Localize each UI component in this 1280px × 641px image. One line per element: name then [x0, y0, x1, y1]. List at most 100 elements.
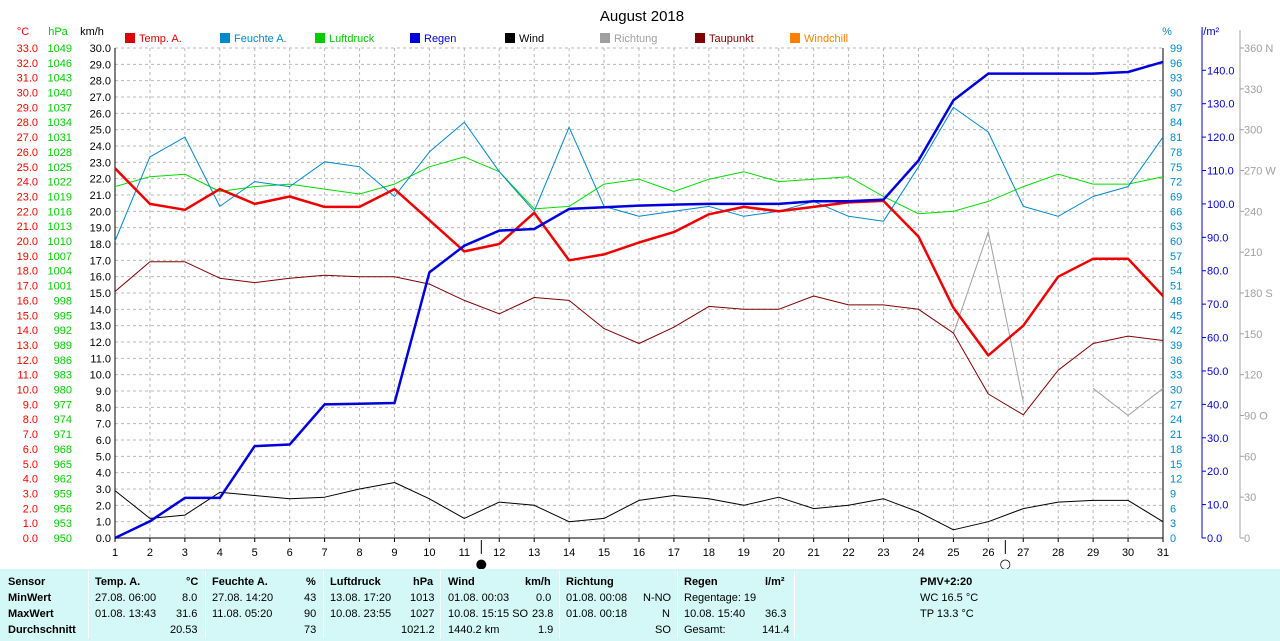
series-line-temp-a- [114, 167, 1164, 357]
y-tick-label-rain: 130.0 [1207, 99, 1235, 111]
series-line-richtung [952, 231, 1024, 403]
moon-markers: ● ○ [476, 540, 1011, 569]
series-line-taupunkt [114, 261, 1164, 416]
y-tick-label-press: 1004 [48, 266, 72, 278]
wind-distance: 1440.2 km [448, 624, 500, 636]
y-tick-label-dir: 330 [1244, 84, 1262, 96]
y-tick-label-press: 986 [54, 355, 72, 367]
y-tick-label-hum: 66 [1170, 206, 1182, 218]
y-tick-label-temp: 13.0 [17, 340, 38, 352]
temp-min-time: 27.08. 06:00 [95, 592, 157, 604]
y-tick-label-hum: 60 [1170, 236, 1182, 248]
y-tick-label-rain: 20.0 [1207, 466, 1228, 478]
y-tick-label-temp: 16.0 [17, 295, 38, 307]
y-tick-label-dir: 120 [1244, 370, 1262, 382]
separator [440, 571, 441, 639]
y-tick-label-temp: 20.0 [17, 236, 38, 248]
press-min-time: 13.08. 17:20 [330, 592, 392, 604]
y-tick-label-wind: 7.0 [96, 419, 111, 431]
y-tick-label-press: 1013 [48, 221, 72, 233]
y-tick-label-hum: 51 [1170, 281, 1182, 293]
rain-max-time: 10.08. 15:40 [684, 608, 746, 620]
x-tick-label: 18 [703, 547, 715, 559]
y-tick-label-hum: 12 [1170, 474, 1182, 486]
y-tick-label-temp: 2.0 [23, 503, 38, 515]
rain-total-label: Gesamt: [684, 624, 726, 636]
x-tick-label: 1 [112, 547, 118, 559]
y-tick-label-wind: 26.0 [90, 108, 111, 120]
y-tick-label-wind: 1.0 [96, 517, 111, 529]
series-line-regen [114, 60, 1164, 540]
y-tick-label-temp: 25.0 [17, 162, 38, 174]
series-line-luftdruck [114, 156, 1164, 215]
press-average: 1021.2 [401, 624, 435, 636]
x-tick-label: 14 [563, 547, 575, 559]
legend-label: Windchill [804, 33, 848, 45]
wind-max-time: 10.08. 15:15 SO [448, 608, 529, 620]
axis-unit-hum: % [1162, 26, 1172, 38]
y-tick-label-rain: 80.0 [1207, 266, 1228, 278]
y-tick-label-wind: 25.0 [90, 125, 111, 137]
y-tick-label-hum: 39 [1170, 340, 1182, 352]
y-tick-label-rain: 50.0 [1207, 366, 1228, 378]
y-tick-label-wind: 29.0 [90, 59, 111, 71]
y-tick-label-wind: 14.0 [90, 304, 111, 316]
y-tick-label-dir: 360 N [1244, 43, 1273, 55]
x-tick-label: 12 [493, 547, 505, 559]
x-tick-label: 22 [842, 547, 854, 559]
legend: Temp. A. Feuchte A. Luftdruck Regen Wind Rich… [125, 33, 848, 45]
y-tick-label-dir: 270 W [1244, 166, 1276, 178]
row-label-sensor: Sensor [8, 576, 46, 588]
y-tick-label-press: 1040 [48, 88, 72, 100]
y-tick-label-hum: 42 [1170, 325, 1182, 337]
y-tick-label-rain: 40.0 [1207, 399, 1228, 411]
dewpoint-value: TP 13.3 °C [920, 608, 974, 620]
y-tick-label-wind: 30.0 [90, 43, 111, 55]
x-tick-label: 2 [147, 547, 153, 559]
y-tick-label-press: 998 [54, 295, 72, 307]
y-tick-label-temp: 23.0 [17, 191, 38, 203]
y-tick-label-press: 1016 [48, 206, 72, 218]
x-tick-label: 7 [322, 547, 328, 559]
separator [677, 571, 678, 639]
y-tick-label-dir: 210 [1244, 247, 1262, 259]
y-tick-label-press: 1010 [48, 236, 72, 248]
legend-label: Taupunkt [709, 33, 754, 45]
separator [205, 571, 206, 639]
y-tick-label-press: 962 [54, 474, 72, 486]
y-tick-label-rain: 30.0 [1207, 433, 1228, 445]
axis-unit-wind: km/h [80, 26, 104, 38]
legend-label: Temp. A. [139, 33, 182, 45]
y-tick-label-hum: 87 [1170, 102, 1182, 114]
wind-average: 1.9 [538, 624, 554, 636]
grid [114, 47, 1164, 539]
x-tick-label: 28 [1052, 547, 1064, 559]
y-tick-label-rain: 10.0 [1207, 500, 1228, 512]
rain-days: Regentage: 19 [684, 592, 757, 604]
wind-min-value: 0.0 [536, 592, 552, 604]
y-tick-label-hum: 84 [1170, 117, 1182, 129]
legend-label: Regen [424, 33, 456, 45]
hum-max-time: 11.08. 05:20 [212, 608, 273, 620]
chart-background [0, 0, 1280, 569]
dir-max-value: N [662, 608, 670, 620]
y-tick-label-wind: 28.0 [90, 76, 111, 88]
temp-min-value: 8.0 [182, 592, 198, 604]
separator [559, 571, 560, 639]
legend-swatch [125, 33, 135, 43]
y-tick-label-hum: 15 [1170, 459, 1182, 471]
statistics-panel: Sensor MinWert MaxWert Durchschnitt Temp… [0, 569, 1280, 641]
y-tick-label-wind: 0.0 [96, 533, 111, 545]
y-tick-label-press: 977 [54, 399, 72, 411]
legend-label: Wind [519, 33, 544, 45]
y-tick-label-temp: 27.0 [17, 132, 38, 144]
y-tick-label-temp: 29.0 [17, 102, 38, 114]
y-tick-label-press: 980 [54, 385, 72, 397]
y-tick-label-press: 995 [54, 310, 72, 322]
y-tick-label-temp: 0.0 [23, 533, 38, 545]
y-tick-label-hum: 6 [1170, 503, 1176, 515]
series-line-feuchte-a- [114, 106, 1164, 242]
y-tick-label-temp: 9.0 [23, 399, 38, 411]
y-tick-label-wind: 27.0 [90, 92, 111, 104]
x-tick-label: 27 [1017, 547, 1029, 559]
